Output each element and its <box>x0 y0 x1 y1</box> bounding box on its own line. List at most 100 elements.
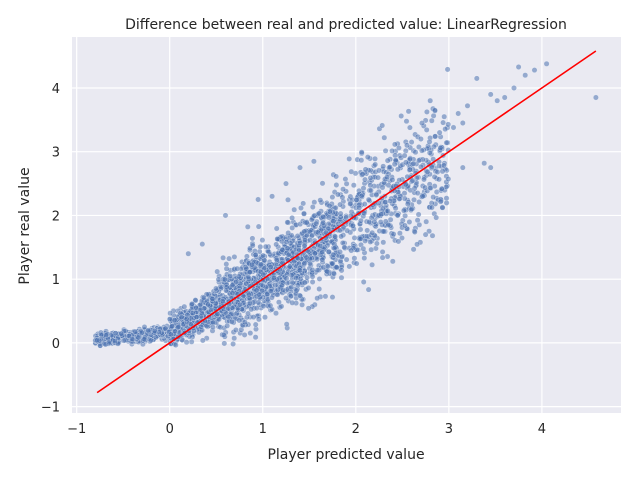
data-point <box>364 227 371 234</box>
data-point <box>371 218 378 225</box>
data-point <box>459 120 466 126</box>
data-point <box>225 305 232 312</box>
data-point <box>396 230 403 237</box>
data-point <box>252 252 259 258</box>
data-point <box>252 321 259 328</box>
x-tick-label-1: 0 <box>166 422 174 437</box>
data-point <box>260 252 266 259</box>
data-point <box>431 107 438 114</box>
data-point <box>426 138 433 145</box>
data-point <box>311 199 318 206</box>
data-point <box>357 226 364 233</box>
data-point <box>255 223 262 230</box>
data-point <box>348 247 355 254</box>
identity-line <box>96 50 597 394</box>
data-point <box>296 292 303 299</box>
data-point <box>416 199 422 205</box>
data-point <box>141 324 148 330</box>
data-point <box>316 286 323 292</box>
data-point <box>287 293 294 300</box>
data-point <box>275 299 282 306</box>
data-point <box>437 198 444 205</box>
data-point <box>273 241 280 248</box>
data-point <box>262 243 269 250</box>
data-point <box>361 255 368 262</box>
chart-title: Difference between real and predicted va… <box>125 17 567 33</box>
data-point <box>314 267 321 274</box>
data-point <box>232 327 239 333</box>
data-point <box>253 305 260 311</box>
data-point <box>351 234 358 241</box>
data-point <box>200 294 207 301</box>
data-point <box>322 293 329 300</box>
data-point <box>350 182 357 189</box>
data-point <box>375 167 382 174</box>
data-point <box>192 297 199 303</box>
data-point <box>346 155 353 162</box>
data-point <box>404 142 410 149</box>
data-point <box>301 242 308 249</box>
data-point <box>320 219 326 226</box>
data-point <box>333 173 339 180</box>
data-point <box>367 175 374 181</box>
data-point <box>379 248 386 255</box>
data-point <box>380 239 387 246</box>
data-point <box>411 196 417 203</box>
data-point <box>255 196 262 203</box>
data-point <box>426 149 433 156</box>
data-point <box>423 126 430 133</box>
data-point <box>418 147 425 154</box>
data-point <box>234 265 241 272</box>
data-point <box>389 176 396 183</box>
data-point <box>429 232 436 239</box>
data-point <box>283 321 290 328</box>
data-point <box>151 327 158 334</box>
data-point <box>440 119 446 126</box>
data-point <box>494 97 501 104</box>
data-point <box>464 102 471 109</box>
data-point <box>367 238 374 245</box>
data-point <box>231 253 238 260</box>
data-point <box>231 335 238 342</box>
data-point <box>283 295 289 301</box>
reference-line <box>96 50 597 394</box>
data-point <box>244 223 251 230</box>
data-point <box>414 241 420 248</box>
data-point <box>543 60 550 67</box>
data-point <box>348 168 355 175</box>
data-point <box>522 72 529 79</box>
data-point <box>309 273 316 280</box>
y-tick-label-1: 0 <box>52 337 60 352</box>
data-point <box>392 157 399 164</box>
data-point <box>237 301 243 308</box>
data-point <box>294 233 301 239</box>
data-point <box>364 154 371 161</box>
data-point <box>337 210 344 217</box>
data-point <box>167 331 174 338</box>
data-point <box>230 341 237 347</box>
data-point <box>353 196 360 203</box>
data-point <box>171 317 178 323</box>
data-point <box>289 224 296 231</box>
data-point <box>272 282 279 288</box>
data-point <box>94 337 101 344</box>
data-point <box>325 214 332 221</box>
data-point <box>255 299 262 306</box>
data-point <box>120 337 127 344</box>
data-point <box>338 233 345 240</box>
data-point <box>380 163 387 170</box>
data-point <box>367 187 374 194</box>
data-point <box>346 263 353 270</box>
data-point <box>147 337 154 344</box>
y-tick-label-2: 1 <box>52 273 60 288</box>
data-point <box>401 190 408 197</box>
data-point <box>379 122 386 129</box>
data-point <box>511 85 517 91</box>
data-point <box>442 126 449 133</box>
data-point <box>369 229 376 236</box>
data-point <box>481 160 488 167</box>
data-point <box>422 231 429 238</box>
data-point <box>223 284 230 291</box>
data-point <box>245 310 251 317</box>
data-point <box>141 336 148 343</box>
